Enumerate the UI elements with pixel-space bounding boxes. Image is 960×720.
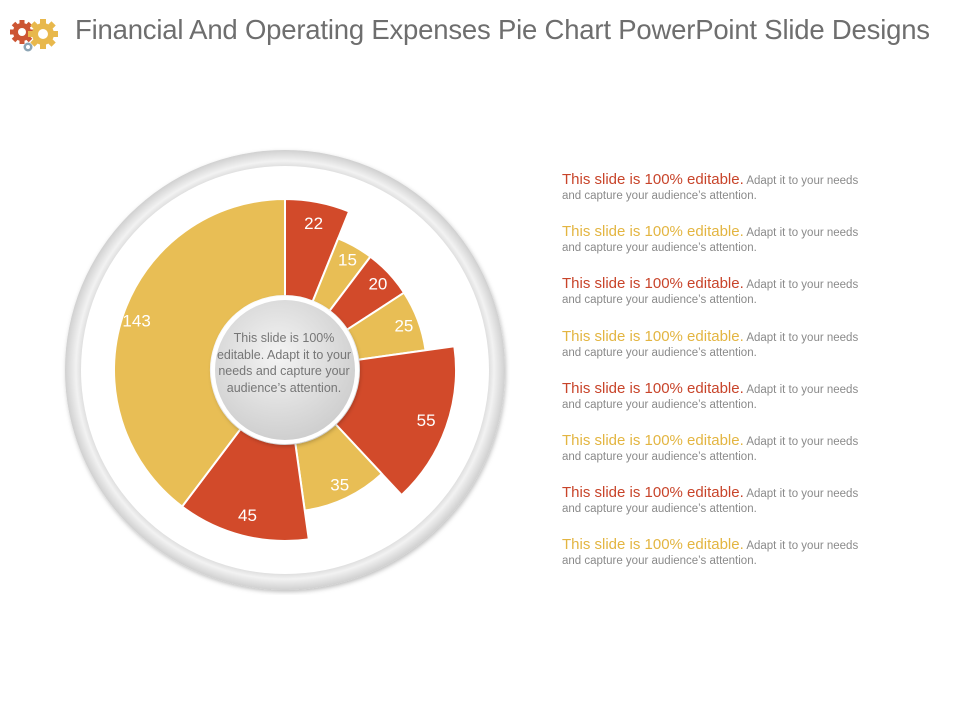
item-heading: This slide is 100% editable. bbox=[562, 484, 744, 502]
item-text-line1: Adapt it to your needs bbox=[746, 435, 859, 448]
item-heading: This slide is 100% editable. bbox=[562, 223, 744, 241]
item-text-line2: and capture your audience’s attention. bbox=[562, 450, 757, 463]
item-heading: This slide is 100% editable. bbox=[562, 536, 744, 554]
item-text-line2: and capture your audience’s attention. bbox=[562, 398, 757, 411]
slide-title: Financial And Operating Expenses Pie Cha… bbox=[75, 14, 930, 45]
list-item: This slide is 100% editable. Adapt it to… bbox=[562, 171, 902, 223]
slice-label: 35 bbox=[330, 476, 349, 495]
center-description: This slide is 100% editable. Adapt it to… bbox=[216, 331, 352, 395]
item-heading: This slide is 100% editable. bbox=[562, 171, 744, 188]
gears-icon bbox=[10, 19, 58, 52]
list-item: This slide is 100% editable. Adapt it to… bbox=[562, 223, 902, 275]
item-text-line1: Adapt it to your needs bbox=[746, 540, 859, 553]
item-heading: This slide is 100% editable. bbox=[562, 327, 744, 345]
item-text-line2: and capture your audience’s attention. bbox=[562, 242, 757, 255]
description-list: This slide is 100% editable. Adapt it to… bbox=[562, 171, 902, 589]
pie-chart: 22 15 20 25 55 35 45 143 bbox=[65, 150, 505, 590]
item-text-line1: Adapt it to your needs bbox=[746, 175, 859, 187]
item-text-line1: Adapt it to your needs bbox=[746, 227, 859, 240]
list-item: This slide is 100% editable. Adapt it to… bbox=[562, 275, 902, 327]
slice-label: 55 bbox=[417, 411, 436, 430]
item-text-line1: Adapt it to your needs bbox=[746, 279, 859, 292]
list-item: This slide is 100% editable. Adapt it to… bbox=[562, 432, 902, 484]
center-disc-inner bbox=[215, 300, 355, 440]
list-item: This slide is 100% editable. Adapt it to… bbox=[562, 380, 902, 432]
slice-label: 45 bbox=[238, 506, 257, 525]
item-text-line1: Adapt it to your needs bbox=[746, 488, 859, 501]
item-heading: This slide is 100% editable. bbox=[562, 379, 744, 397]
slide-header: Financial And Operating Expenses Pie Cha… bbox=[0, 0, 960, 64]
item-text-line2: and capture your audience’s attention. bbox=[562, 503, 757, 516]
list-item: This slide is 100% editable. Adapt it to… bbox=[562, 484, 902, 536]
list-item: This slide is 100% editable. Adapt it to… bbox=[562, 536, 902, 588]
list-item: This slide is 100% editable. Adapt it to… bbox=[562, 328, 902, 380]
item-text-line1: Adapt it to your needs bbox=[746, 331, 859, 344]
item-heading: This slide is 100% editable. bbox=[562, 431, 744, 449]
slice-label: 15 bbox=[338, 251, 357, 270]
slice-label: 143 bbox=[122, 311, 150, 330]
slice-label: 25 bbox=[394, 317, 413, 336]
item-text-line1: Adapt it to your needs bbox=[746, 383, 859, 396]
item-text-line2: and capture your audience’s attention. bbox=[562, 346, 757, 359]
slice-label: 22 bbox=[304, 214, 323, 233]
item-text-line2: and capture your audience’s attention. bbox=[562, 294, 757, 307]
item-text-line2: and capture your audience’s attention. bbox=[562, 555, 757, 568]
item-text-line2: and capture your audience’s attention. bbox=[562, 190, 757, 202]
slice-label: 20 bbox=[368, 274, 387, 293]
item-heading: This slide is 100% editable. bbox=[562, 275, 744, 293]
